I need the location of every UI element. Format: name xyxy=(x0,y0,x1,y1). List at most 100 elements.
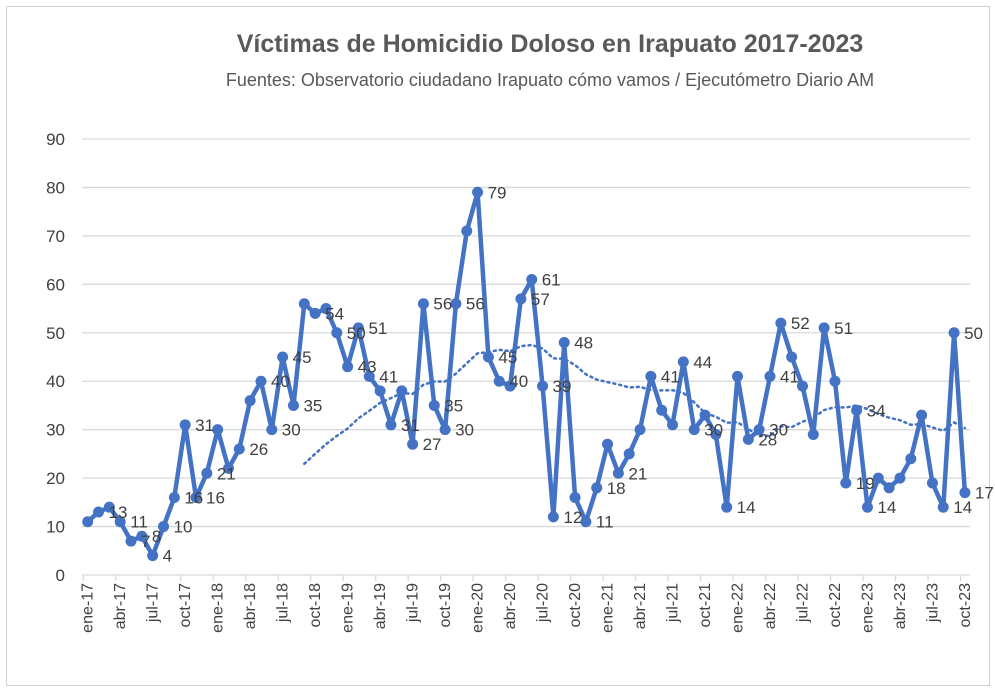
data-point xyxy=(786,351,798,363)
data-label: 30 xyxy=(282,421,301,440)
data-label: 50 xyxy=(347,324,366,343)
x-tick-label: ene-18 xyxy=(210,583,227,633)
data-point xyxy=(103,501,115,513)
y-tick-label: 20 xyxy=(46,469,65,488)
data-label: 40 xyxy=(271,372,290,391)
data-label: 21 xyxy=(628,464,647,483)
data-point xyxy=(450,298,462,310)
data-point xyxy=(677,356,689,368)
chart-title: Víctimas de Homicidio Doloso en Irapuato… xyxy=(236,30,864,58)
data-label: 56 xyxy=(433,295,452,314)
x-tick-label: ene-21 xyxy=(600,583,617,633)
x-tick-label: jul-21 xyxy=(665,583,682,623)
data-point xyxy=(905,453,917,465)
data-point xyxy=(547,511,559,523)
data-point xyxy=(558,336,570,348)
data-point xyxy=(266,424,278,436)
data-label: 39 xyxy=(553,377,572,396)
data-label: 30 xyxy=(704,421,723,440)
data-label: 56 xyxy=(466,295,485,314)
data-point xyxy=(93,506,105,518)
data-label: 28 xyxy=(758,430,777,449)
data-point xyxy=(244,395,256,407)
data-label: 18 xyxy=(607,479,626,498)
data-label: 50 xyxy=(964,324,983,343)
data-point xyxy=(158,521,170,533)
data-point xyxy=(818,322,830,334)
data-point xyxy=(212,424,224,436)
data-point xyxy=(688,424,700,436)
data-label: 52 xyxy=(791,314,810,333)
data-point xyxy=(840,477,852,489)
x-tick-label: abr-21 xyxy=(632,583,649,629)
data-label: 44 xyxy=(693,353,712,372)
data-point xyxy=(298,298,310,310)
data-label: 34 xyxy=(867,401,886,420)
data-point xyxy=(222,462,234,474)
data-point xyxy=(331,327,343,339)
x-tick-label: jul-19 xyxy=(405,583,422,623)
data-label: 11 xyxy=(596,513,614,532)
data-point xyxy=(461,225,473,237)
data-point xyxy=(861,501,873,513)
x-tick-label: jul-18 xyxy=(275,583,292,623)
data-point xyxy=(233,443,245,455)
data-point xyxy=(753,424,765,436)
data-point xyxy=(255,375,267,387)
x-tick-label: ene-19 xyxy=(340,583,357,633)
data-point xyxy=(591,482,603,494)
data-label: 14 xyxy=(953,498,972,517)
data-point xyxy=(342,361,354,373)
data-label: 41 xyxy=(379,367,398,386)
x-tick-label: abr-22 xyxy=(762,583,779,629)
data-point xyxy=(417,298,429,310)
data-label: 41 xyxy=(780,367,799,386)
data-point xyxy=(352,322,364,334)
data-point xyxy=(309,307,321,319)
data-label: 7 xyxy=(141,532,150,551)
data-point xyxy=(526,273,538,285)
data-point xyxy=(645,370,657,382)
data-label: 16 xyxy=(184,488,203,507)
data-label: 14 xyxy=(737,498,756,517)
data-label: 41 xyxy=(661,367,680,386)
data-point xyxy=(537,380,549,392)
data-label: 57 xyxy=(531,290,550,309)
data-point xyxy=(190,491,202,503)
data-label: 79 xyxy=(488,183,507,202)
data-label: 35 xyxy=(444,396,463,415)
data-point xyxy=(493,375,505,387)
x-tick-label: ene-20 xyxy=(470,583,487,633)
data-point xyxy=(699,409,711,421)
data-point xyxy=(807,429,819,441)
x-tick-label: oct-21 xyxy=(697,583,714,628)
data-point xyxy=(428,399,440,411)
data-point xyxy=(764,370,776,382)
data-point xyxy=(623,448,635,460)
x-tick-label: oct-18 xyxy=(307,583,324,628)
data-point xyxy=(569,491,581,503)
y-tick-label: 90 xyxy=(46,130,65,149)
data-point xyxy=(580,516,592,528)
y-tick-label: 10 xyxy=(46,518,65,537)
x-axis: ene-17 abr-17 jul-17 oct-17 ene-18 abr-18 jul-… xyxy=(80,574,974,633)
data-point xyxy=(168,491,180,503)
x-tick-label: abr-18 xyxy=(242,583,259,629)
y-tick-label: 50 xyxy=(46,324,65,343)
y-axis: 0 10 20 30 40 50 60 70 80 90 xyxy=(46,130,65,585)
data-point xyxy=(114,516,126,528)
data-label: 4 xyxy=(163,547,172,566)
data-point xyxy=(374,385,386,397)
data-point xyxy=(948,327,960,339)
data-point xyxy=(82,516,94,528)
chart-subtitle: Fuentes: Observatorio ciudadano Irapuato… xyxy=(225,70,875,90)
data-point xyxy=(147,550,159,562)
data-point xyxy=(602,438,614,450)
x-tick-label: ene-17 xyxy=(80,583,97,633)
y-tick-label: 40 xyxy=(46,372,65,391)
data-label: 12 xyxy=(563,508,582,527)
y-tick-label: 0 xyxy=(56,566,65,585)
y-tick-label: 60 xyxy=(46,275,65,294)
data-point xyxy=(277,351,289,363)
